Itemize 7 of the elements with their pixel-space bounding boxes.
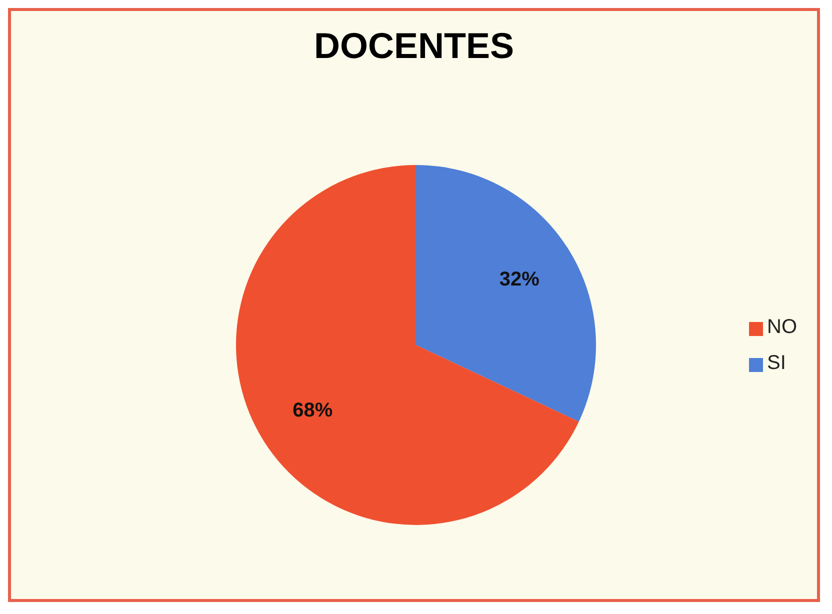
- chart-title: DOCENTES: [312, 24, 516, 68]
- pie-slice: [236, 165, 579, 525]
- legend-label: SI: [767, 352, 786, 374]
- legend-label: NO: [767, 316, 797, 338]
- pie-slice: [416, 165, 596, 422]
- data-label: 68%: [292, 400, 333, 422]
- data-label: 32%: [499, 268, 540, 290]
